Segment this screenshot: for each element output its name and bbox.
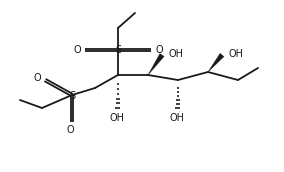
Text: O: O: [155, 45, 163, 55]
Text: OH: OH: [168, 49, 183, 59]
Text: OH: OH: [110, 113, 124, 123]
Polygon shape: [148, 53, 164, 75]
Text: OH: OH: [170, 113, 185, 123]
Text: S: S: [115, 45, 121, 55]
Text: OH: OH: [229, 49, 243, 59]
Text: O: O: [66, 125, 74, 135]
Polygon shape: [208, 53, 224, 72]
Text: O: O: [33, 73, 41, 83]
Text: O: O: [73, 45, 81, 55]
Text: S: S: [69, 91, 75, 101]
